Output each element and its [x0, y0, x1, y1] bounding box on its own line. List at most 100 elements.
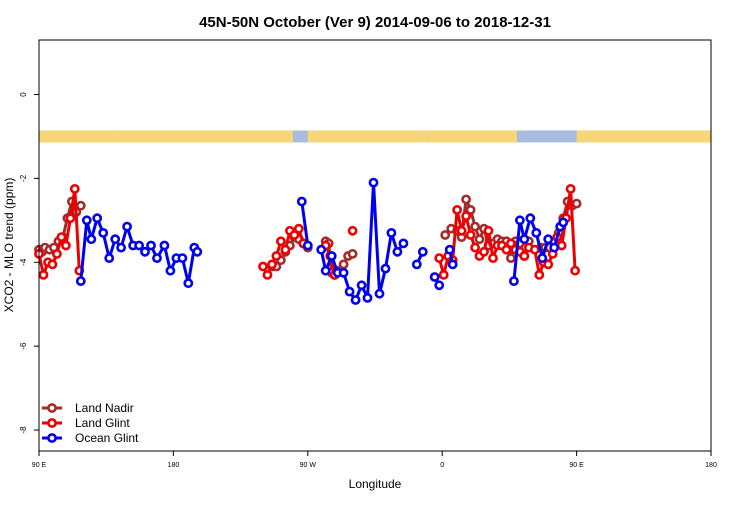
data-point — [302, 240, 313, 251]
x-tick-label: 90 E — [569, 462, 584, 469]
data-point — [501, 244, 512, 255]
data-point — [438, 269, 449, 280]
data-point — [565, 183, 576, 194]
data-point — [531, 227, 542, 238]
data-point — [411, 259, 422, 270]
data-point — [140, 246, 150, 257]
data-point — [275, 236, 286, 247]
data-point — [461, 194, 471, 205]
data-point — [465, 204, 476, 215]
data-point — [52, 248, 62, 259]
data-point — [515, 215, 525, 226]
x-tick-label: 180 — [705, 462, 717, 469]
legend-label: Ocean Glint — [75, 431, 139, 445]
data-point — [56, 232, 67, 242]
data-point — [447, 259, 458, 270]
x-axis-label: Longitude — [349, 477, 402, 491]
data-point — [570, 265, 580, 276]
data-point — [69, 183, 80, 194]
data-point — [192, 246, 203, 257]
data-point — [65, 213, 76, 224]
data-point — [488, 253, 498, 263]
data-point — [505, 253, 516, 263]
data-point — [344, 286, 355, 297]
data-point — [386, 227, 397, 238]
data-point — [549, 242, 560, 253]
y-axis-label: XCO2 - MLO trend (ppm) — [2, 178, 16, 313]
data-point — [81, 215, 92, 226]
data-point — [75, 200, 86, 211]
legend-marker — [47, 403, 57, 413]
data-point — [444, 244, 455, 255]
data-point — [556, 240, 567, 251]
data-point — [380, 263, 391, 274]
data-point — [262, 269, 273, 280]
chart-title: 45N-50N October (Ver 9) 2014-09-06 to 20… — [199, 14, 551, 31]
legend-marker — [47, 418, 57, 428]
data-point — [534, 269, 545, 280]
series-line — [512, 216, 565, 282]
y-tick-label: -8 — [19, 426, 28, 434]
data-point — [338, 259, 349, 270]
data-point — [392, 246, 403, 257]
data-point — [280, 244, 291, 255]
data-point — [429, 272, 440, 282]
data-point — [417, 246, 428, 257]
data-point — [47, 259, 58, 270]
data-point — [347, 248, 358, 259]
data-point — [110, 234, 121, 245]
data-point — [104, 253, 115, 263]
data-point — [146, 240, 156, 251]
data-point — [456, 225, 467, 236]
data-point — [529, 244, 540, 255]
data-point — [326, 251, 337, 261]
series-ocean-glint — [75, 177, 569, 305]
x-axis: 90 E 180 90 W 0 90 E 180 — [32, 451, 717, 469]
data-point — [293, 223, 304, 234]
data-point — [543, 234, 554, 245]
data-point — [525, 213, 536, 224]
data-point — [267, 259, 277, 270]
data-point — [289, 230, 300, 240]
series-line — [37, 187, 81, 277]
data-point — [177, 253, 188, 263]
data-point — [374, 288, 385, 299]
data-point — [86, 234, 97, 245]
land-segment — [576, 130, 655, 143]
data-point — [165, 265, 176, 276]
data-point — [183, 278, 194, 289]
data-point — [509, 276, 519, 286]
data-point — [356, 280, 367, 291]
data-point — [461, 211, 471, 221]
data-point — [474, 234, 485, 245]
legend-label: Land Nadir — [75, 401, 134, 415]
x-tick-label: 90 W — [300, 462, 317, 469]
data-point — [440, 230, 451, 240]
data-point — [479, 246, 489, 257]
data-point — [350, 295, 361, 305]
x-tick-label: 90 E — [32, 462, 47, 469]
land-segment — [307, 130, 428, 143]
data-point — [320, 265, 331, 276]
data-point — [134, 240, 144, 251]
data-point — [122, 221, 132, 232]
data-point — [452, 204, 462, 215]
data-point — [470, 221, 480, 232]
data-point — [61, 240, 71, 251]
series-land-glint — [34, 183, 580, 280]
data-point — [152, 253, 162, 263]
data-point — [368, 177, 379, 188]
data-point — [116, 242, 126, 253]
data-point — [296, 196, 307, 207]
data-point — [258, 261, 268, 272]
data-point — [271, 251, 282, 261]
data-point — [362, 292, 373, 303]
data-point — [519, 234, 530, 245]
data-point — [434, 280, 445, 291]
data-point — [571, 198, 582, 209]
data-point — [470, 242, 480, 253]
land-segment — [651, 130, 711, 143]
y-tick-label: 0 — [19, 92, 28, 97]
land-segment — [427, 130, 517, 143]
data-point — [505, 238, 516, 249]
